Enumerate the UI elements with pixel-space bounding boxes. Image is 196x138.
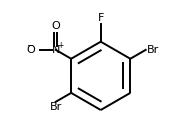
Text: Br: Br <box>147 45 159 55</box>
Text: −: − <box>26 41 33 50</box>
Text: O: O <box>51 21 60 30</box>
Text: O: O <box>27 45 35 55</box>
Text: F: F <box>98 13 104 23</box>
Text: N: N <box>52 45 60 55</box>
Text: +: + <box>57 41 63 50</box>
Text: Br: Br <box>50 103 62 112</box>
